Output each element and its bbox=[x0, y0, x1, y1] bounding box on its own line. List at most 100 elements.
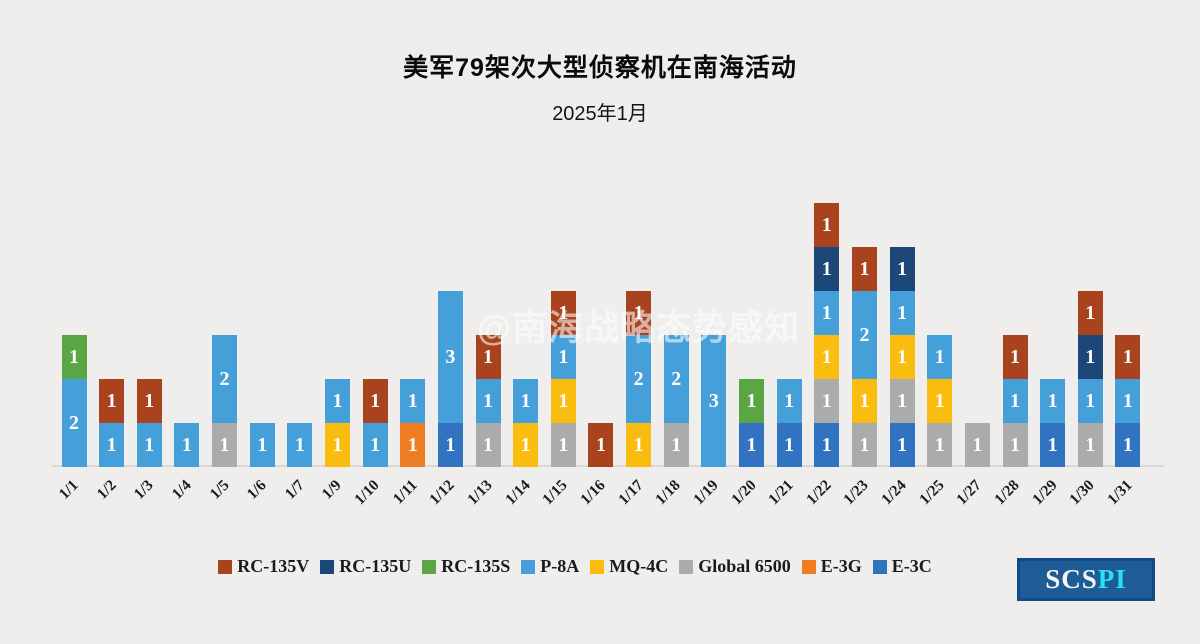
bar-segment: 1 bbox=[588, 423, 614, 467]
bar-segment: 1 bbox=[1115, 379, 1141, 423]
bar-segment: 1 bbox=[626, 423, 652, 467]
legend-item-rc-135v: RC-135V bbox=[218, 556, 309, 577]
bar-value-label: 1 bbox=[332, 389, 343, 412]
bar-segment: 1 bbox=[1040, 379, 1066, 423]
bar-value-label: 1 bbox=[1010, 389, 1020, 412]
bar-segment: 1 bbox=[1115, 423, 1141, 467]
bar-value-label: 1 bbox=[934, 433, 945, 456]
bar-value-label: 1 bbox=[407, 389, 418, 412]
bar-value-label: 2 bbox=[859, 323, 870, 346]
bar-segment: 1 bbox=[889, 291, 915, 335]
legend: RC-135V RC-135U RC-135S P-8A MQ-4C Global 650… bbox=[0, 556, 1175, 577]
bar-value-label: 1 bbox=[595, 433, 606, 456]
bar-value-label: 1 bbox=[520, 433, 531, 456]
bar-segment: 1 bbox=[1077, 423, 1103, 467]
bar-segment: 1 bbox=[889, 335, 915, 379]
bar-segment: 1 bbox=[739, 379, 765, 423]
bar-segment: 1 bbox=[851, 379, 877, 423]
bar-segment: 1 bbox=[814, 247, 840, 291]
bar-segment: 3 bbox=[437, 291, 463, 423]
bar-value-label: 1 bbox=[558, 389, 569, 412]
bar-segment: 2 bbox=[61, 379, 87, 467]
bar-segment: 1 bbox=[889, 379, 915, 423]
bar-segment: 1 bbox=[324, 423, 350, 467]
bar-value-label: 1 bbox=[1047, 389, 1058, 412]
bar-segment: 1 bbox=[927, 379, 953, 423]
bar-1/31: 1 1 1 bbox=[1115, 335, 1141, 467]
bar-value-label: 1 bbox=[1085, 389, 1096, 412]
bar-segment: 1 bbox=[927, 335, 953, 379]
bar-value-label: 1 bbox=[1085, 345, 1096, 368]
bar-1/23: 1 1 2 1 bbox=[851, 247, 877, 467]
bar-segment: 2 bbox=[851, 291, 877, 379]
bar-value-label: 1 bbox=[1122, 433, 1133, 456]
bar-1/22: 1 1 1 1 1 1 bbox=[814, 203, 840, 467]
legend-swatch-icon bbox=[679, 559, 694, 574]
bar-value-label: 1 bbox=[859, 389, 870, 412]
bar-value-label: 1 bbox=[972, 433, 983, 456]
bar-value-label: 1 bbox=[784, 389, 795, 412]
bar-segment: 1 bbox=[249, 423, 275, 467]
bar-value-label: 1 bbox=[821, 345, 832, 368]
bar-segment: 1 bbox=[776, 379, 802, 423]
bar-segment: 1 bbox=[174, 423, 200, 467]
bar-segment: 1 bbox=[1077, 291, 1103, 335]
bar-value-label: 1 bbox=[746, 433, 757, 456]
bar-segment: 1 bbox=[437, 423, 463, 467]
bar-value-label: 1 bbox=[370, 433, 381, 456]
bar-segment: 1 bbox=[475, 379, 501, 423]
bar-value-label: 1 bbox=[558, 345, 569, 368]
legend-item-rc-135s: RC-135S bbox=[422, 556, 510, 577]
bar-1/25: 1 1 1 bbox=[927, 335, 953, 467]
bar-value-label: 3 bbox=[708, 389, 719, 412]
bar-segment: 1 bbox=[99, 423, 125, 467]
bar-segment: 1 bbox=[814, 291, 840, 335]
bar-value-label: 1 bbox=[859, 257, 870, 280]
bar-segment: 2 bbox=[212, 335, 238, 423]
bar-value-label: 1 bbox=[332, 433, 343, 456]
bar-value-label: 1 bbox=[106, 433, 117, 456]
legend-label: RC-135V bbox=[237, 556, 310, 576]
bar-1/28: 1 1 1 bbox=[1002, 335, 1028, 467]
legend-label: E-3C bbox=[891, 556, 932, 576]
bar-value-label: 1 bbox=[784, 433, 795, 456]
legend-label: RC-135U bbox=[339, 556, 412, 576]
bar-segment: 1 bbox=[626, 291, 652, 335]
bar-segment: 1 bbox=[362, 379, 388, 423]
bar-segment: 1 bbox=[663, 423, 689, 467]
bar-1/30: 1 1 1 1 bbox=[1077, 291, 1103, 467]
bar-segment: 1 bbox=[851, 247, 877, 291]
bar-segment: 1 bbox=[814, 423, 840, 467]
bar-value-label: 2 bbox=[633, 367, 644, 390]
bar-segment: 1 bbox=[1002, 335, 1028, 379]
bar-segment: 1 bbox=[1002, 379, 1028, 423]
scspi-logo-pi: PI bbox=[1097, 564, 1127, 594]
bar-value-label: 1 bbox=[483, 345, 494, 368]
bar-value-label: 1 bbox=[897, 433, 908, 456]
bar-segment: 1 bbox=[513, 423, 539, 467]
bar-value-label: 1 bbox=[821, 433, 832, 456]
legend-swatch-icon bbox=[218, 559, 233, 574]
bar-value-label: 1 bbox=[520, 389, 531, 412]
bar-value-label: 1 bbox=[633, 301, 644, 324]
bar-segment: 2 bbox=[626, 335, 652, 423]
bar-value-label: 1 bbox=[1047, 433, 1058, 456]
bar-segment: 1 bbox=[550, 423, 576, 467]
bar-1/19: 3 bbox=[701, 335, 727, 467]
bar-segment: 1 bbox=[1077, 379, 1103, 423]
bar-value-label: 1 bbox=[821, 301, 832, 324]
bar-value-label: 1 bbox=[69, 345, 79, 368]
bar-value-label: 1 bbox=[1085, 433, 1096, 456]
bar-value-label: 1 bbox=[370, 389, 381, 412]
bar-value-label: 1 bbox=[106, 389, 117, 412]
legend-swatch-icon bbox=[422, 559, 437, 574]
bar-1/6: 1 bbox=[249, 423, 275, 467]
